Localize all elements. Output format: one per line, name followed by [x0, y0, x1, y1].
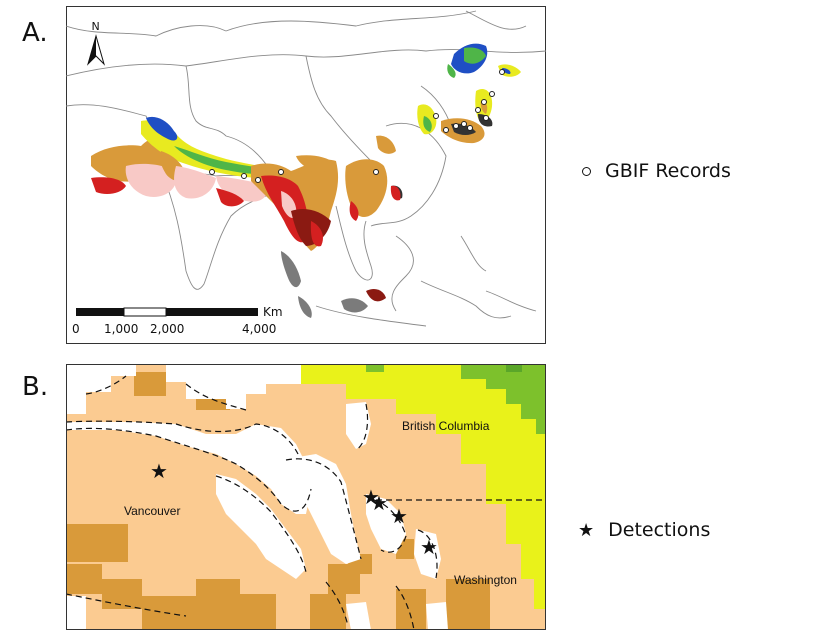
gbif-record [433, 113, 439, 119]
range-taiwan [390, 185, 401, 201]
gbif-record [475, 107, 481, 113]
panel-b-label: B. [22, 372, 49, 402]
water-areas [66, 364, 448, 630]
detections-legend-label: Detections [608, 519, 711, 541]
gbif-record [467, 125, 473, 131]
gbif-marker-icon [582, 166, 591, 176]
gbif-record [481, 99, 487, 105]
scale-tick-2000: 2,000 [150, 322, 184, 336]
detection-star-icon: ★ [362, 485, 380, 509]
north-label: N [92, 20, 100, 33]
scale-bar: Km 0 1,000 2,000 4,000 [72, 305, 283, 336]
range-pakistan-afghan [91, 137, 177, 197]
place-label-vancouver: Vancouver [124, 504, 180, 518]
detections: ★ ★ ★ ★ ★ [150, 459, 438, 559]
dashed-boundaries [66, 375, 546, 630]
gbif-records [209, 69, 505, 183]
detection-star-icon: ★ [420, 535, 438, 559]
gbif-record [241, 173, 247, 179]
scale-tick-4000: 4,000 [242, 322, 276, 336]
asia-map: N Km 0 1,000 2,000 4,000 [66, 6, 546, 344]
gbif-legend-label: GBIF Records [605, 160, 731, 182]
gbif-record [461, 121, 467, 127]
gbif-record [373, 169, 379, 175]
gbif-record [499, 69, 505, 75]
detection-star-icon: ★ [150, 459, 168, 483]
detection-marker-icon: ★ [578, 519, 595, 541]
panel-a-label: A. [22, 18, 48, 48]
detection-star-icon: ★ [370, 491, 388, 515]
scale-tick-1000: 1,000 [104, 322, 138, 336]
gbif-record [489, 91, 495, 97]
gbif-record [453, 123, 459, 129]
detections-legend: ★ Detections [578, 519, 710, 541]
range-myanmar-thailand [251, 155, 339, 251]
gbif-record [209, 169, 215, 175]
pnw-map: British Columbia Vancouver Washington ★ … [66, 364, 546, 630]
north-arrow-icon: N [86, 20, 106, 66]
island-outlines [315, 235, 537, 327]
place-label-washington: Washington [454, 573, 517, 587]
gbif-record [278, 169, 284, 175]
place-label-british-columbia: British Columbia [402, 419, 490, 433]
gbif-legend: GBIF Records [582, 160, 731, 182]
range-indochina-gray [281, 251, 386, 318]
scale-unit: Km [263, 305, 283, 319]
gbif-record [443, 127, 449, 133]
gbif-record [255, 177, 261, 183]
gbif-record [483, 115, 489, 121]
scale-tick-0: 0 [72, 322, 80, 336]
detection-star-icon: ★ [390, 504, 408, 528]
